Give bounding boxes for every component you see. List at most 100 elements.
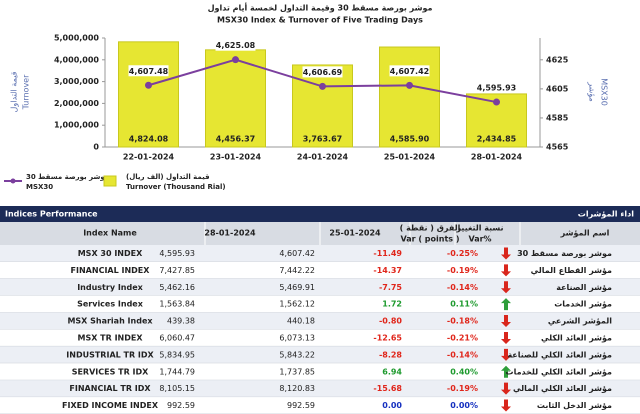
y-tick-label: 4,000,000 — [54, 55, 99, 64]
label-box — [215, 39, 256, 51]
label-box — [389, 65, 430, 77]
arrow-down — [501, 281, 511, 294]
y2-tick-label: 4565 — [546, 143, 569, 152]
cell-d1: 1,744.79 — [159, 367, 195, 376]
cell-name-ar: مؤشر العائد الكلي المالي — [513, 384, 612, 393]
cell-d2: 1,562.12 — [279, 300, 315, 309]
cell-var: 1.72 — [382, 300, 402, 309]
bar — [379, 46, 440, 148]
bar — [205, 49, 266, 148]
table-row — [0, 346, 640, 364]
cell-var: -0.80 — [379, 317, 402, 326]
bar-value-label: 4,456.37 — [216, 135, 255, 144]
cell-d2: 8,120.83 — [279, 384, 315, 393]
cell-d1: 6,060.47 — [159, 333, 195, 342]
cell-name: FIXED INCOME INDEX — [62, 401, 159, 410]
cell-name: MSX 30 INDEX — [78, 249, 143, 258]
table-row — [0, 261, 640, 279]
cell-var: 0.00 — [382, 401, 402, 410]
cell-var-pct: 0.00% — [450, 401, 478, 410]
y2-axis-label: MSX30 — [600, 78, 609, 106]
cell-d1: 4,595.93 — [159, 249, 195, 258]
arrow-down — [501, 348, 511, 361]
header-var: Var ( points ) — [400, 235, 459, 244]
y-tick-label: 3,000,000 — [54, 77, 99, 86]
cell-name: FINANCIAL INDEX — [71, 266, 151, 275]
header-var-pct-ar: نسبة التغيير — [455, 224, 503, 233]
y-tick-label: 0 — [93, 143, 99, 152]
arrow-down — [501, 264, 511, 277]
legend-label: Turnover (Thousand Rial) — [126, 183, 226, 191]
cell-var-pct: -0.19% — [447, 266, 478, 275]
cell-var-pct: 0.11% — [450, 300, 478, 309]
cell-name-ar: مؤشر الخدمات — [554, 300, 612, 309]
cell-var-pct: -0.19% — [447, 384, 478, 393]
legend-swatch — [103, 175, 117, 187]
y2-axis-label-ar: مؤشر — [588, 81, 597, 102]
arrow-up — [501, 365, 511, 378]
y-tick-label: 1,000,000 — [54, 121, 99, 130]
y-tick-label: 5,000,000 — [54, 34, 99, 43]
cell-name-ar: موشر بورصة مسقط 30 — [517, 249, 612, 258]
header-name-ar: اسم المؤشر — [560, 229, 610, 238]
arrow-down — [501, 399, 511, 412]
cell-name-ar: مؤشر العائد الكلي للخدمات — [506, 367, 613, 376]
index-point — [145, 81, 152, 89]
cell-name-ar: مؤشر الدخل الثابت — [537, 401, 612, 410]
chart-title-ar: موشر بورصة مسقط 30 وقيمة التداول لخمسة أ… — [208, 3, 433, 13]
legend-label: MSX30 — [26, 183, 53, 191]
cell-d1: 7,427.85 — [159, 266, 195, 275]
line-value-label: 4,607.48 — [129, 67, 169, 76]
cell-var-pct: 0.40% — [450, 367, 478, 376]
line-value-label: 4,607.42 — [390, 67, 429, 76]
arrow-down — [501, 382, 511, 395]
label-box — [128, 65, 169, 77]
table-row — [0, 397, 640, 414]
bar-value-label: 2,434.85 — [477, 135, 517, 144]
cell-name: INDUSTRIAL TR IDX — [66, 350, 154, 359]
label-box — [302, 66, 343, 78]
table-row — [0, 363, 640, 381]
table-title-ar: اداء المؤشرات — [578, 210, 634, 219]
cell-var: -15.68 — [373, 384, 402, 393]
arrow-down — [501, 247, 511, 260]
bar-value-label: 3,763.67 — [303, 135, 342, 144]
table-row — [0, 380, 640, 398]
y2-tick-label: 4585 — [546, 113, 569, 122]
table-row — [0, 295, 640, 313]
line-value-label: 4,595.93 — [477, 84, 516, 93]
header-name: Index Name — [83, 229, 137, 238]
header-var-ar: الفرق ( نقطة ) — [400, 224, 461, 233]
cell-d2: 6,073.13 — [279, 333, 315, 342]
bar — [292, 64, 353, 148]
cell-name: MSX TR INDEX — [77, 333, 143, 342]
cell-name: FINANCIAL TR IDX — [69, 384, 151, 393]
arrow-down — [501, 331, 511, 344]
bar-value-label: 4,585.90 — [390, 135, 430, 144]
header-var-pct: Var% — [468, 235, 491, 244]
legend-point — [10, 178, 16, 184]
cell-name-ar: المؤشر الشرعي — [548, 317, 612, 326]
x-tick-label: 22-01-2024 — [123, 153, 175, 162]
index-point — [406, 81, 413, 89]
cell-var-pct: -0.21% — [447, 333, 478, 342]
table-row — [0, 245, 640, 262]
label-box — [476, 82, 517, 94]
table-row — [0, 312, 640, 330]
cell-var-pct: -0.25% — [447, 249, 478, 258]
cell-d2: 992.59 — [287, 401, 315, 410]
cell-var: -12.65 — [373, 333, 402, 342]
x-tick-label: 28-01-2024 — [471, 153, 523, 162]
cell-d2: 5,843.22 — [279, 350, 315, 359]
cell-var: -8.28 — [379, 350, 402, 359]
x-tick-label: 23-01-2024 — [210, 153, 262, 162]
cell-d1: 8,105.15 — [159, 384, 195, 393]
cell-var-pct: -0.18% — [447, 317, 478, 326]
cell-d1: 439.38 — [167, 317, 195, 326]
bar-value-label: 4,824.08 — [129, 135, 169, 144]
cell-d1: 5,462.16 — [159, 283, 195, 292]
y2-tick-label: 4625 — [546, 55, 569, 64]
chart-title: MSX30 Index & Turnover of Five Trading D… — [217, 16, 423, 25]
cell-d1: 1,563.84 — [159, 300, 195, 309]
cell-var-pct: -0.14% — [447, 283, 478, 292]
